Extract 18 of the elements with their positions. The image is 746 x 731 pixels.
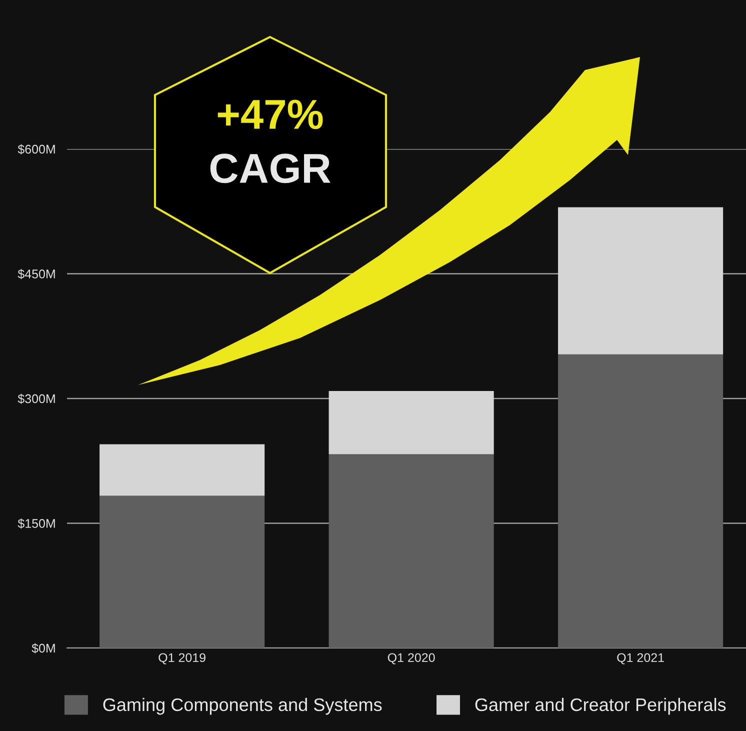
bar — [328, 454, 494, 648]
bar — [558, 354, 724, 648]
y-tick-label: $0M — [32, 643, 55, 654]
bar — [100, 496, 265, 648]
bar — [558, 207, 724, 354]
text: +47% — [218, 100, 323, 130]
legend-label: Gamer and Creator Peripherals — [475, 698, 726, 715]
x-tick-label: Q1 2020 — [388, 653, 435, 664]
y-tick-label: $600M — [18, 144, 55, 154]
y-tick-label: $300M — [18, 394, 55, 404]
annotation: CAGR — [210, 154, 330, 184]
bar — [100, 444, 265, 496]
x-tick-label: Q1 2019 — [158, 653, 206, 664]
legend-label: Gaming Components and Systems — [103, 698, 382, 715]
y-tick-label: $450M — [18, 269, 55, 280]
x-tick-label: Q1 2021 — [617, 653, 664, 664]
bar — [328, 391, 494, 454]
y-tick-label: $150M — [18, 518, 55, 529]
